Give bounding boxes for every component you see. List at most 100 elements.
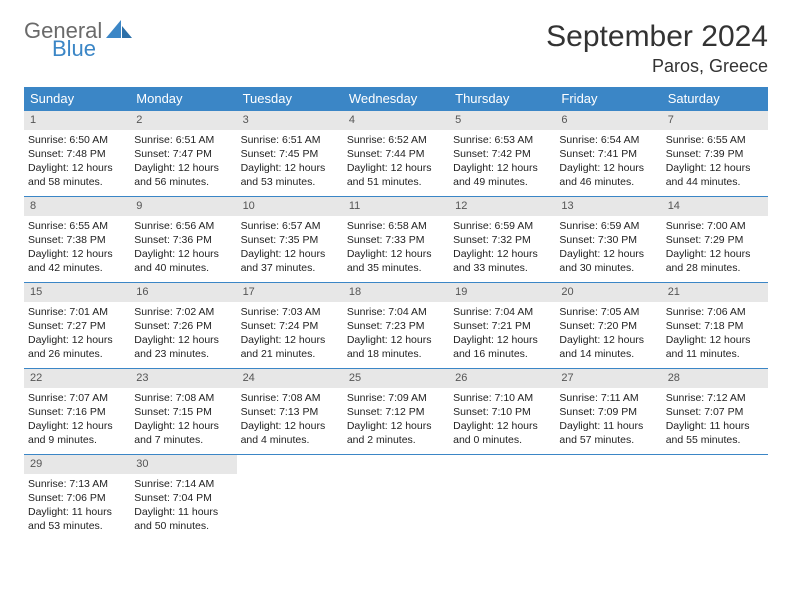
calendar-table: SundayMondayTuesdayWednesdayThursdayFrid… (24, 87, 768, 541)
calendar-day-cell: 8Sunrise: 6:55 AMSunset: 7:38 PMDaylight… (24, 197, 130, 283)
sunset-line: Sunset: 7:33 PM (347, 233, 445, 247)
weekday-header: Saturday (662, 87, 768, 111)
day-number: 17 (237, 283, 343, 302)
day-number: 13 (555, 197, 661, 216)
daylight-line: Daylight: 12 hours and 26 minutes. (28, 333, 126, 361)
sunset-line: Sunset: 7:48 PM (28, 147, 126, 161)
calendar-day-cell: 25Sunrise: 7:09 AMSunset: 7:12 PMDayligh… (343, 369, 449, 455)
day-body: Sunrise: 7:08 AMSunset: 7:13 PMDaylight:… (237, 388, 343, 452)
day-number: 21 (662, 283, 768, 302)
calendar-day-cell: 24Sunrise: 7:08 AMSunset: 7:13 PMDayligh… (237, 369, 343, 455)
weekday-header: Friday (555, 87, 661, 111)
calendar-day-cell: 17Sunrise: 7:03 AMSunset: 7:24 PMDayligh… (237, 283, 343, 369)
day-body: Sunrise: 7:08 AMSunset: 7:15 PMDaylight:… (130, 388, 236, 452)
sunrise-line: Sunrise: 7:03 AM (241, 305, 339, 319)
sunset-line: Sunset: 7:45 PM (241, 147, 339, 161)
sunrise-line: Sunrise: 6:52 AM (347, 133, 445, 147)
day-number: 2 (130, 111, 236, 130)
sunrise-line: Sunrise: 7:04 AM (347, 305, 445, 319)
sunrise-line: Sunrise: 6:56 AM (134, 219, 232, 233)
sunrise-line: Sunrise: 6:51 AM (134, 133, 232, 147)
day-number: 12 (449, 197, 555, 216)
weekday-header: Sunday (24, 87, 130, 111)
sunrise-line: Sunrise: 7:14 AM (134, 477, 232, 491)
day-number: 15 (24, 283, 130, 302)
calendar-day-cell (343, 455, 449, 541)
calendar-day-cell: 15Sunrise: 7:01 AMSunset: 7:27 PMDayligh… (24, 283, 130, 369)
day-number: 9 (130, 197, 236, 216)
sunset-line: Sunset: 7:07 PM (666, 405, 764, 419)
day-number: 16 (130, 283, 236, 302)
calendar-day-cell: 2Sunrise: 6:51 AMSunset: 7:47 PMDaylight… (130, 111, 236, 197)
logo-text-blue: Blue (52, 38, 132, 60)
sunset-line: Sunset: 7:42 PM (453, 147, 551, 161)
daylight-line: Daylight: 12 hours and 42 minutes. (28, 247, 126, 275)
sunrise-line: Sunrise: 7:07 AM (28, 391, 126, 405)
sunset-line: Sunset: 7:20 PM (559, 319, 657, 333)
daylight-line: Daylight: 12 hours and 23 minutes. (134, 333, 232, 361)
day-body: Sunrise: 6:55 AMSunset: 7:39 PMDaylight:… (662, 130, 768, 194)
daylight-line: Daylight: 12 hours and 56 minutes. (134, 161, 232, 189)
sunrise-line: Sunrise: 6:58 AM (347, 219, 445, 233)
day-number: 20 (555, 283, 661, 302)
sunrise-line: Sunrise: 6:51 AM (241, 133, 339, 147)
sunset-line: Sunset: 7:30 PM (559, 233, 657, 247)
daylight-line: Daylight: 12 hours and 33 minutes. (453, 247, 551, 275)
day-number: 10 (237, 197, 343, 216)
day-number: 29 (24, 455, 130, 474)
daylight-line: Daylight: 12 hours and 49 minutes. (453, 161, 551, 189)
day-number: 22 (24, 369, 130, 388)
sunrise-line: Sunrise: 7:09 AM (347, 391, 445, 405)
calendar-week-row: 15Sunrise: 7:01 AMSunset: 7:27 PMDayligh… (24, 283, 768, 369)
sunset-line: Sunset: 7:41 PM (559, 147, 657, 161)
calendar-day-cell: 11Sunrise: 6:58 AMSunset: 7:33 PMDayligh… (343, 197, 449, 283)
daylight-line: Daylight: 12 hours and 30 minutes. (559, 247, 657, 275)
daylight-line: Daylight: 12 hours and 58 minutes. (28, 161, 126, 189)
daylight-line: Daylight: 12 hours and 11 minutes. (666, 333, 764, 361)
sunrise-line: Sunrise: 7:08 AM (134, 391, 232, 405)
calendar-day-cell (662, 455, 768, 541)
sunset-line: Sunset: 7:10 PM (453, 405, 551, 419)
sunrise-line: Sunrise: 7:13 AM (28, 477, 126, 491)
sunset-line: Sunset: 7:09 PM (559, 405, 657, 419)
daylight-line: Daylight: 12 hours and 4 minutes. (241, 419, 339, 447)
calendar-week-row: 1Sunrise: 6:50 AMSunset: 7:48 PMDaylight… (24, 111, 768, 197)
sunset-line: Sunset: 7:06 PM (28, 491, 126, 505)
calendar-day-cell: 10Sunrise: 6:57 AMSunset: 7:35 PMDayligh… (237, 197, 343, 283)
calendar-day-cell: 19Sunrise: 7:04 AMSunset: 7:21 PMDayligh… (449, 283, 555, 369)
daylight-line: Daylight: 12 hours and 21 minutes. (241, 333, 339, 361)
day-body: Sunrise: 7:04 AMSunset: 7:23 PMDaylight:… (343, 302, 449, 366)
calendar-day-cell: 27Sunrise: 7:11 AMSunset: 7:09 PMDayligh… (555, 369, 661, 455)
page-subtitle: Paros, Greece (546, 56, 768, 77)
calendar-day-cell: 13Sunrise: 6:59 AMSunset: 7:30 PMDayligh… (555, 197, 661, 283)
calendar-day-cell: 12Sunrise: 6:59 AMSunset: 7:32 PMDayligh… (449, 197, 555, 283)
day-body: Sunrise: 7:07 AMSunset: 7:16 PMDaylight:… (24, 388, 130, 452)
sunset-line: Sunset: 7:21 PM (453, 319, 551, 333)
sunset-line: Sunset: 7:24 PM (241, 319, 339, 333)
day-body: Sunrise: 6:56 AMSunset: 7:36 PMDaylight:… (130, 216, 236, 280)
logo: General Blue (24, 20, 132, 60)
sunrise-line: Sunrise: 6:54 AM (559, 133, 657, 147)
daylight-line: Daylight: 11 hours and 50 minutes. (134, 505, 232, 533)
day-body: Sunrise: 6:58 AMSunset: 7:33 PMDaylight:… (343, 216, 449, 280)
calendar-week-row: 22Sunrise: 7:07 AMSunset: 7:16 PMDayligh… (24, 369, 768, 455)
day-body: Sunrise: 7:12 AMSunset: 7:07 PMDaylight:… (662, 388, 768, 452)
day-body: Sunrise: 7:01 AMSunset: 7:27 PMDaylight:… (24, 302, 130, 366)
day-body: Sunrise: 7:11 AMSunset: 7:09 PMDaylight:… (555, 388, 661, 452)
day-number: 28 (662, 369, 768, 388)
header: General Blue September 2024 Paros, Greec… (24, 20, 768, 77)
sunset-line: Sunset: 7:39 PM (666, 147, 764, 161)
sunset-line: Sunset: 7:35 PM (241, 233, 339, 247)
sunset-line: Sunset: 7:32 PM (453, 233, 551, 247)
calendar-day-cell: 4Sunrise: 6:52 AMSunset: 7:44 PMDaylight… (343, 111, 449, 197)
sunset-line: Sunset: 7:27 PM (28, 319, 126, 333)
day-number: 24 (237, 369, 343, 388)
day-number: 14 (662, 197, 768, 216)
day-body: Sunrise: 7:02 AMSunset: 7:26 PMDaylight:… (130, 302, 236, 366)
daylight-line: Daylight: 12 hours and 2 minutes. (347, 419, 445, 447)
calendar-day-cell: 18Sunrise: 7:04 AMSunset: 7:23 PMDayligh… (343, 283, 449, 369)
calendar-day-cell: 28Sunrise: 7:12 AMSunset: 7:07 PMDayligh… (662, 369, 768, 455)
day-body: Sunrise: 7:03 AMSunset: 7:24 PMDaylight:… (237, 302, 343, 366)
weekday-header-row: SundayMondayTuesdayWednesdayThursdayFrid… (24, 87, 768, 111)
day-body: Sunrise: 6:59 AMSunset: 7:30 PMDaylight:… (555, 216, 661, 280)
